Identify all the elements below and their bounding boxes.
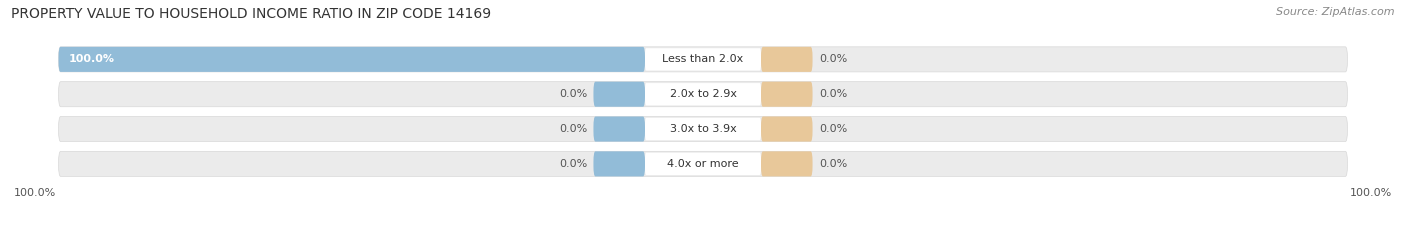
Text: 0.0%: 0.0%	[818, 54, 848, 64]
FancyBboxPatch shape	[645, 83, 761, 105]
Text: 0.0%: 0.0%	[558, 124, 588, 134]
FancyBboxPatch shape	[645, 153, 761, 175]
FancyBboxPatch shape	[59, 116, 1347, 142]
FancyBboxPatch shape	[761, 116, 813, 142]
Text: 100.0%: 100.0%	[69, 54, 114, 64]
Text: 4.0x or more: 4.0x or more	[668, 159, 738, 169]
Text: 0.0%: 0.0%	[558, 159, 588, 169]
FancyBboxPatch shape	[59, 47, 645, 72]
FancyBboxPatch shape	[59, 47, 1347, 72]
FancyBboxPatch shape	[645, 118, 761, 140]
FancyBboxPatch shape	[593, 151, 645, 176]
Text: PROPERTY VALUE TO HOUSEHOLD INCOME RATIO IN ZIP CODE 14169: PROPERTY VALUE TO HOUSEHOLD INCOME RATIO…	[11, 7, 491, 21]
Text: 100.0%: 100.0%	[14, 188, 56, 198]
Text: Less than 2.0x: Less than 2.0x	[662, 54, 744, 64]
FancyBboxPatch shape	[761, 82, 813, 107]
Text: Source: ZipAtlas.com: Source: ZipAtlas.com	[1277, 7, 1395, 17]
Text: 3.0x to 3.9x: 3.0x to 3.9x	[669, 124, 737, 134]
Text: 0.0%: 0.0%	[818, 124, 848, 134]
Text: 2.0x to 2.9x: 2.0x to 2.9x	[669, 89, 737, 99]
Text: 0.0%: 0.0%	[818, 159, 848, 169]
Text: 0.0%: 0.0%	[558, 89, 588, 99]
FancyBboxPatch shape	[645, 48, 761, 71]
Text: 0.0%: 0.0%	[818, 89, 848, 99]
FancyBboxPatch shape	[761, 47, 813, 72]
FancyBboxPatch shape	[593, 82, 645, 107]
FancyBboxPatch shape	[59, 82, 1347, 107]
Text: 100.0%: 100.0%	[1350, 188, 1392, 198]
FancyBboxPatch shape	[59, 151, 1347, 176]
FancyBboxPatch shape	[593, 116, 645, 142]
FancyBboxPatch shape	[761, 151, 813, 176]
